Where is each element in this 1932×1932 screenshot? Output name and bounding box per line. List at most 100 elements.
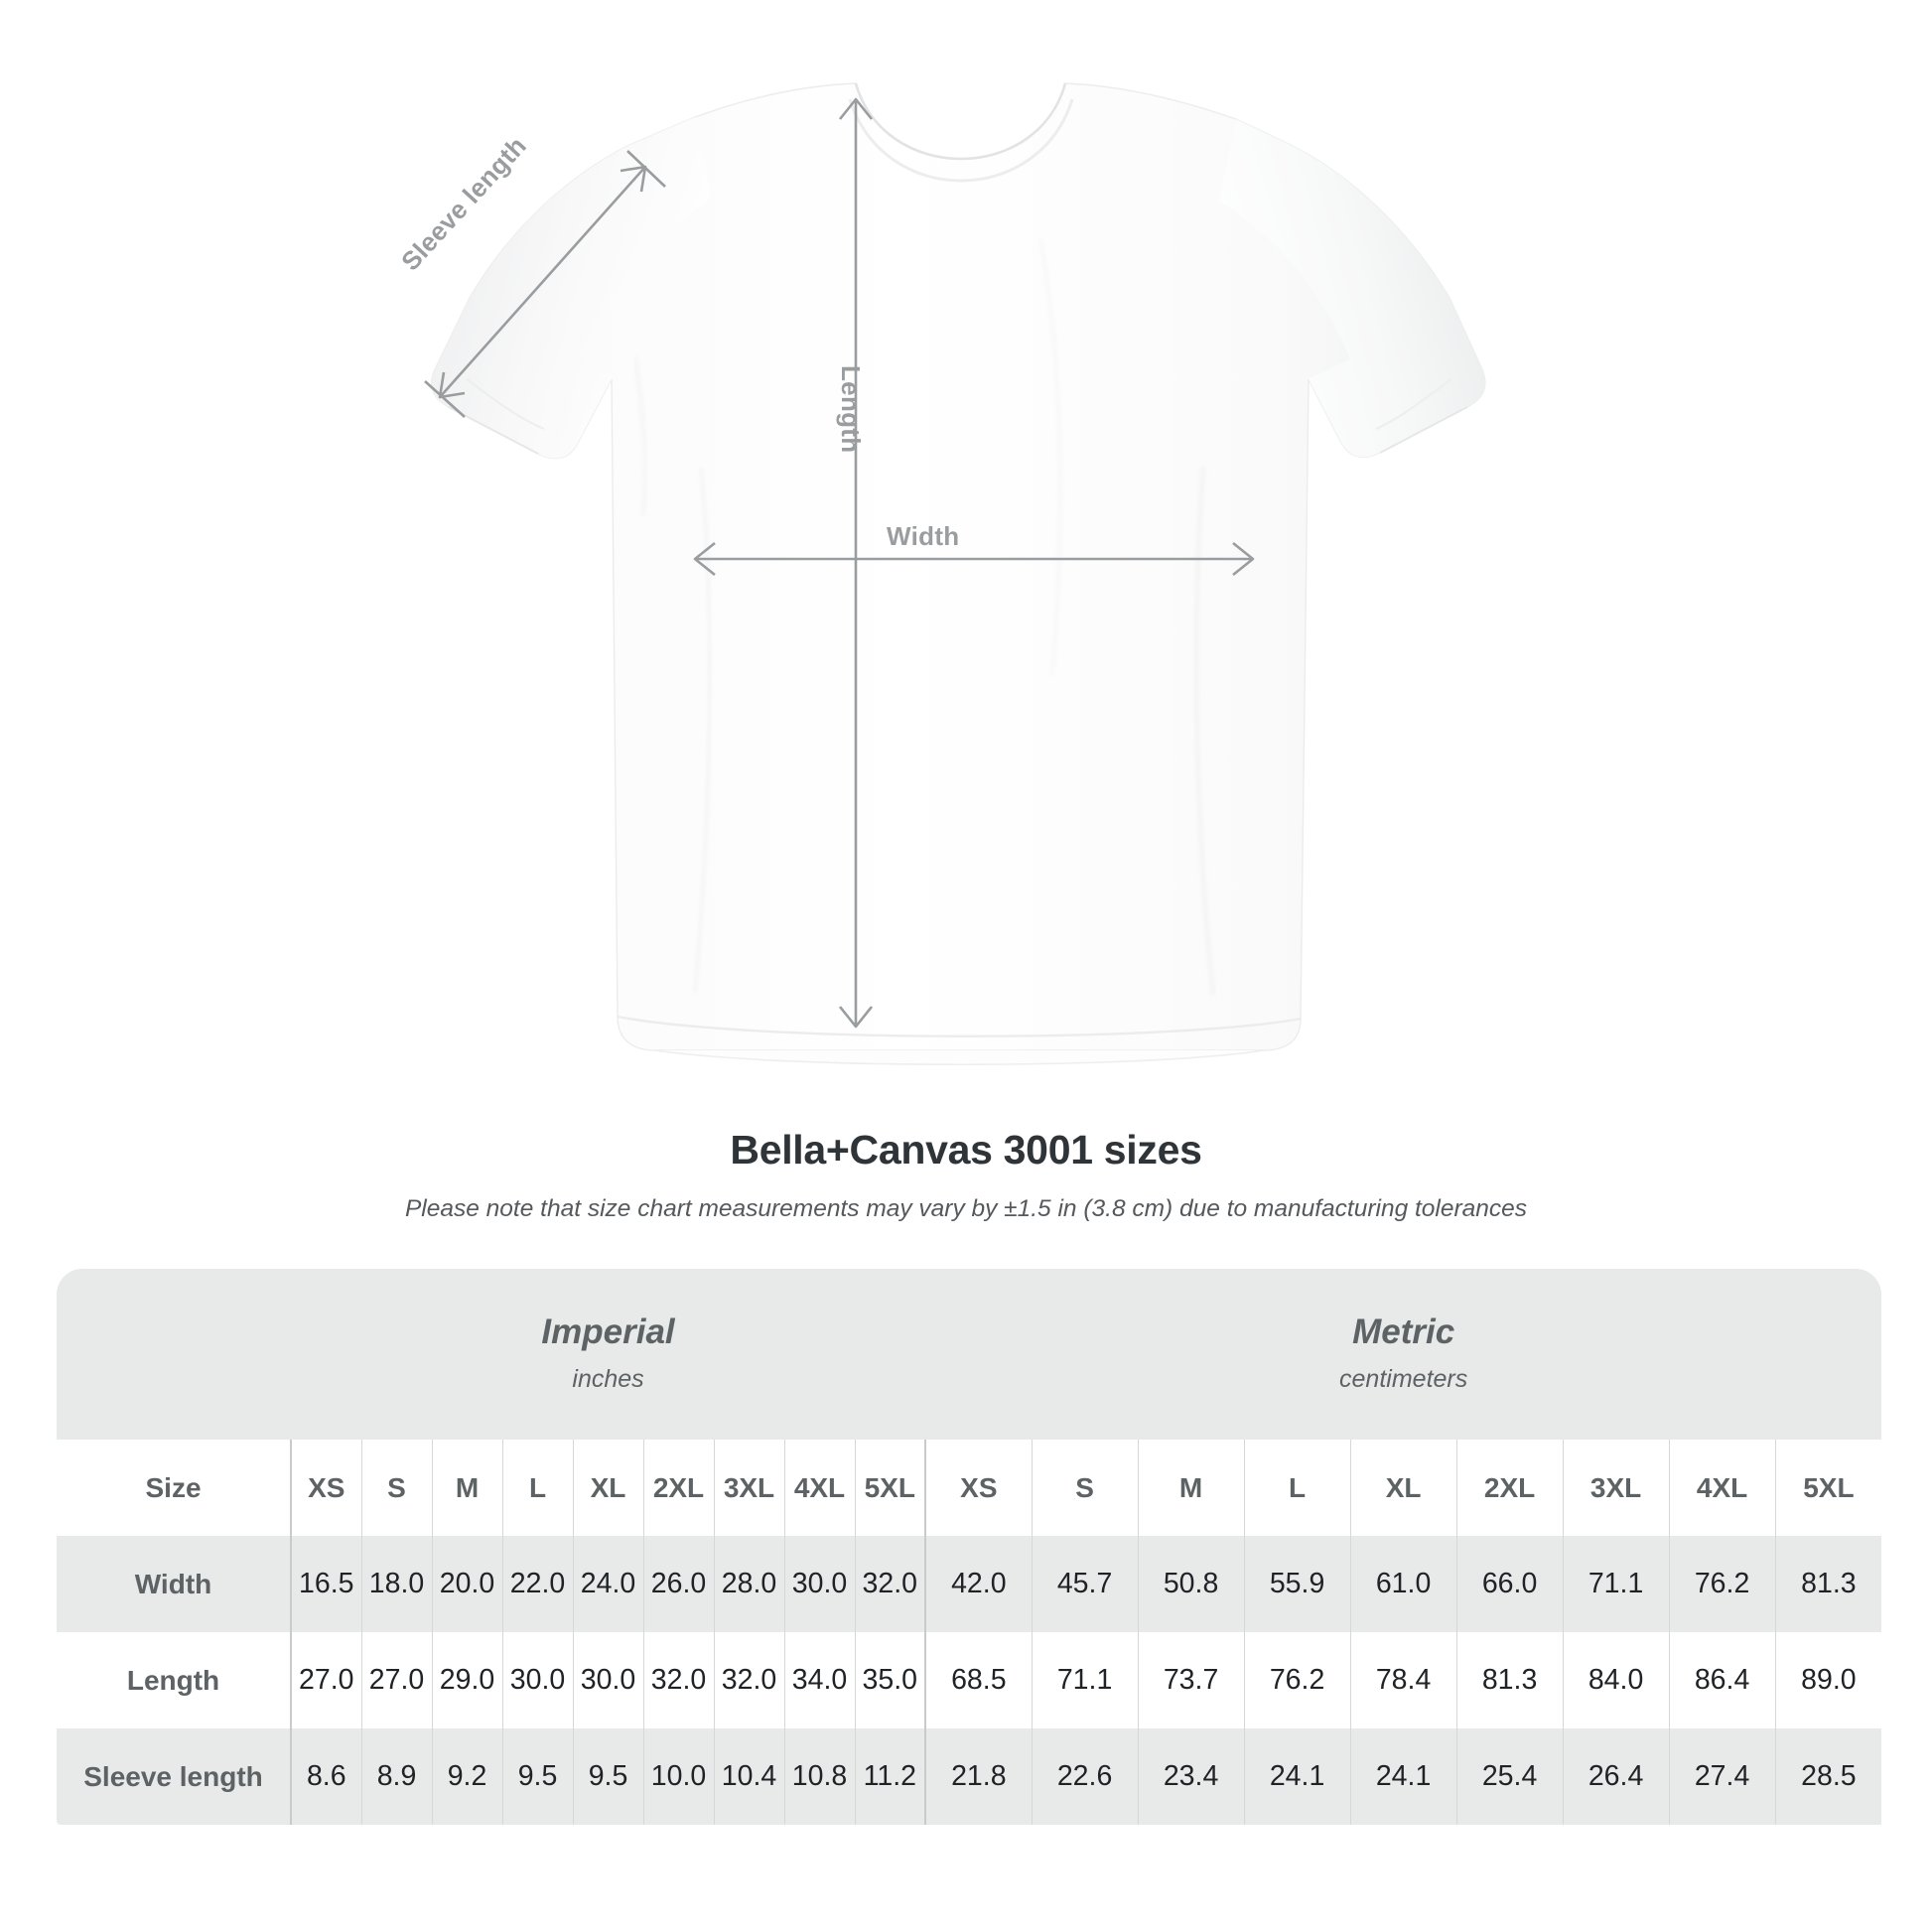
cell-sleeve-imperial-4xl: 10.8 [783,1728,855,1825]
cell-sleeve-metric-4xl: 27.4 [1668,1728,1776,1825]
shirt-shape [430,82,1486,1066]
length-dimension-label: Length [836,365,866,454]
cell-width-metric-m: 50.8 [1137,1536,1245,1632]
cell-length-imperial-s: 27.0 [360,1632,432,1728]
cell-length-metric-5xl: 89.0 [1774,1632,1882,1728]
cell-sleeve-metric-xs: 21.8 [924,1728,1033,1825]
cell-width-imperial-xs: 16.5 [290,1536,361,1632]
cell-width-metric-s: 45.7 [1031,1536,1139,1632]
cell-width-metric-4xl: 76.2 [1668,1536,1776,1632]
size-col-imperial-s: S [360,1440,432,1536]
table-row: Length 27.0 27.0 29.0 30.0 30.0 32.0 32.… [57,1632,1882,1728]
size-col-imperial-4xl: 4XL [783,1440,855,1536]
page-title: Bella+Canvas 3001 sizes [730,1127,1202,1173]
cell-sleeve-metric-m: 23.4 [1137,1728,1245,1825]
size-col-imperial-2xl: 2XL [642,1440,714,1536]
cell-length-imperial-2xl: 32.0 [642,1632,714,1728]
size-col-imperial-m: M [431,1440,502,1536]
size-col-metric-m: M [1137,1440,1245,1536]
size-col-metric-s: S [1031,1440,1139,1536]
cell-length-imperial-3xl: 32.0 [713,1632,784,1728]
row-header-size: Size [57,1440,291,1536]
size-col-metric-5xl: 5XL [1774,1440,1882,1536]
cell-width-metric-xs: 42.0 [924,1536,1033,1632]
width-dimension-label: Width [887,521,960,551]
cell-length-imperial-l: 30.0 [501,1632,573,1728]
cell-width-metric-xl: 61.0 [1349,1536,1457,1632]
row-header-length: Length [57,1632,291,1728]
cell-sleeve-imperial-3xl: 10.4 [713,1728,784,1825]
unit-name-imperial: Imperial [541,1312,675,1352]
size-col-metric-l: L [1243,1440,1351,1536]
unit-name-metric: Metric [1352,1312,1455,1352]
size-col-metric-2xl: 2XL [1455,1440,1564,1536]
cell-length-imperial-5xl: 35.0 [854,1632,926,1728]
size-table: Imperial inches Metric centimeters Size … [57,1269,1882,1825]
size-header-row: Size XS S M L XL 2XL 3XL 4XL 5XL XS S M … [57,1440,1882,1536]
cell-sleeve-imperial-xl: 9.5 [572,1728,643,1825]
cell-width-imperial-s: 18.0 [360,1536,432,1632]
cell-width-metric-3xl: 71.1 [1562,1536,1670,1632]
cell-length-imperial-4xl: 34.0 [783,1632,855,1728]
size-col-metric-3xl: 3XL [1562,1440,1670,1536]
cell-sleeve-metric-2xl: 25.4 [1455,1728,1564,1825]
cell-sleeve-imperial-l: 9.5 [501,1728,573,1825]
row-header-sleeve-length: Sleeve length [57,1728,291,1825]
cell-sleeve-metric-5xl: 28.5 [1774,1728,1882,1825]
size-col-imperial-5xl: 5XL [854,1440,926,1536]
unit-header-imperial: Imperial inches [291,1269,926,1440]
size-col-imperial-3xl: 3XL [713,1440,784,1536]
unit-header-metric: Metric centimeters [925,1269,1882,1440]
unit-header-spacer [57,1269,291,1440]
unit-sub-metric: centimeters [1339,1364,1468,1393]
length-measure-arrow [838,97,874,1029]
tolerance-note: Please note that size chart measurements… [404,1195,1528,1222]
cell-width-imperial-xl: 24.0 [572,1536,643,1632]
cell-sleeve-imperial-xs: 8.6 [290,1728,361,1825]
cell-length-metric-2xl: 81.3 [1455,1632,1564,1728]
unit-sub-imperial: inches [572,1364,644,1393]
cell-length-metric-4xl: 86.4 [1668,1632,1776,1728]
cell-sleeve-metric-s: 22.6 [1031,1728,1139,1825]
cell-width-metric-2xl: 66.0 [1455,1536,1564,1632]
size-col-metric-4xl: 4XL [1668,1440,1776,1536]
cell-length-imperial-xl: 30.0 [572,1632,643,1728]
cell-width-imperial-l: 22.0 [501,1536,573,1632]
cell-length-metric-m: 73.7 [1137,1632,1245,1728]
cell-length-imperial-m: 29.0 [431,1632,502,1728]
cell-length-metric-3xl: 84.0 [1562,1632,1670,1728]
cell-sleeve-metric-xl: 24.1 [1349,1728,1457,1825]
unit-header-row: Imperial inches Metric centimeters [57,1269,1882,1440]
cell-sleeve-imperial-5xl: 11.2 [854,1728,926,1825]
size-col-imperial-xl: XL [572,1440,643,1536]
cell-sleeve-metric-3xl: 26.4 [1562,1728,1670,1825]
size-col-imperial-xs: XS [290,1440,361,1536]
cell-sleeve-imperial-s: 8.9 [360,1728,432,1825]
cell-width-metric-5xl: 81.3 [1774,1536,1882,1632]
table-row: Width 16.5 18.0 20.0 22.0 24.0 26.0 28.0… [57,1536,1882,1632]
tshirt-diagram: Sleeve length Length Width [395,82,1486,1066]
size-col-imperial-l: L [501,1440,573,1536]
cell-length-metric-xs: 68.5 [924,1632,1033,1728]
cell-length-imperial-xs: 27.0 [290,1632,361,1728]
cell-width-imperial-m: 20.0 [431,1536,502,1632]
cell-width-imperial-2xl: 26.0 [642,1536,714,1632]
tshirt-illustration [424,82,1486,1066]
cell-length-metric-xl: 78.4 [1349,1632,1457,1728]
cell-length-metric-s: 71.1 [1031,1632,1139,1728]
cell-length-metric-l: 76.2 [1243,1632,1351,1728]
cell-width-imperial-4xl: 30.0 [783,1536,855,1632]
cell-sleeve-imperial-m: 9.2 [431,1728,502,1825]
chart-heading-block: Bella+Canvas 3001 sizes Please note that… [0,1127,1932,1223]
size-col-metric-xl: XL [1349,1440,1457,1536]
size-table-container: Imperial inches Metric centimeters Size … [57,1269,1882,1825]
table-row: Sleeve length 8.6 8.9 9.2 9.5 9.5 10.0 1… [57,1728,1882,1825]
cell-sleeve-metric-l: 24.1 [1243,1728,1351,1825]
sleeve-measure-arrow [424,150,666,418]
cell-width-imperial-3xl: 28.0 [713,1536,784,1632]
cell-width-imperial-5xl: 32.0 [854,1536,926,1632]
width-measure-arrow [693,541,1255,577]
cell-sleeve-imperial-2xl: 10.0 [642,1728,714,1825]
row-header-width: Width [57,1536,291,1632]
